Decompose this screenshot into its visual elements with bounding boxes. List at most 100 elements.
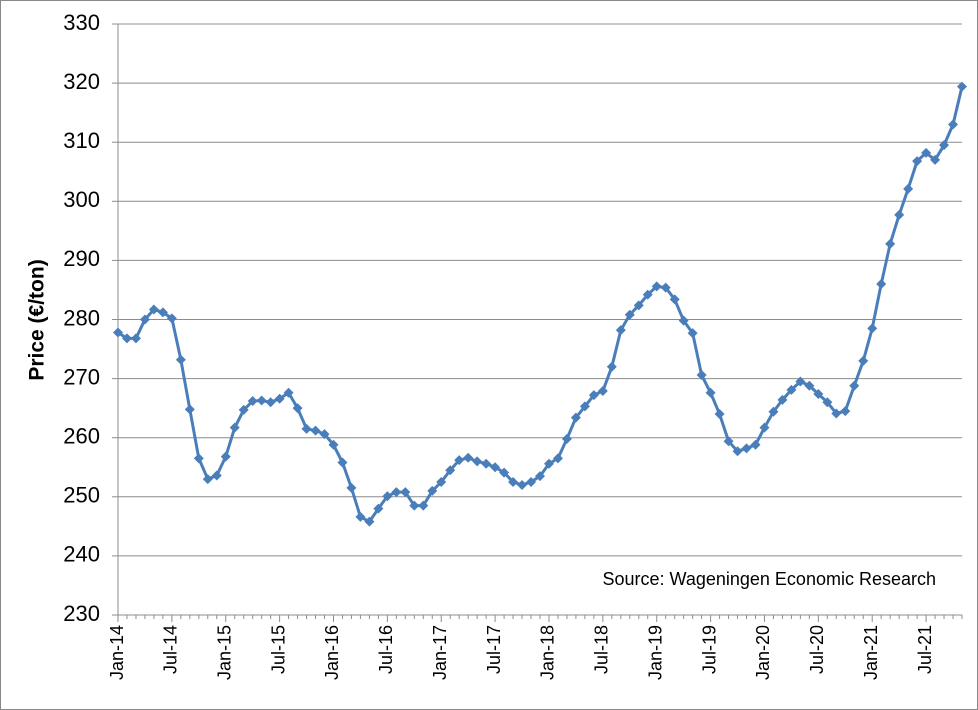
marker [579, 401, 590, 412]
marker [256, 395, 267, 406]
marker [876, 279, 887, 290]
marker [526, 477, 537, 488]
marker [184, 404, 195, 415]
marker [894, 209, 905, 220]
marker [382, 491, 393, 502]
x-tick-label: Jan-18 [538, 625, 558, 680]
marker [427, 485, 438, 496]
marker [121, 333, 132, 344]
marker [463, 452, 474, 463]
x-tick-label: Jan-20 [753, 625, 773, 680]
marker [561, 433, 572, 444]
marker [508, 477, 519, 488]
marker [454, 455, 465, 466]
marker [139, 314, 150, 325]
marker [292, 403, 303, 414]
x-tick-label: Jan-17 [430, 625, 450, 680]
y-tick-label: 320 [63, 69, 100, 94]
marker [588, 390, 599, 401]
marker [499, 467, 510, 478]
marker [166, 313, 177, 324]
y-tick-label: 300 [63, 187, 100, 212]
marker [678, 315, 689, 326]
y-tick-label: 330 [63, 10, 100, 35]
marker [418, 500, 429, 511]
marker [849, 380, 860, 391]
marker [337, 457, 348, 468]
marker [948, 119, 959, 130]
marker [265, 397, 276, 408]
marker [310, 425, 321, 436]
x-tick-label: Jan-21 [861, 625, 881, 680]
marker [705, 387, 716, 398]
x-tick-label: Jul-15 [268, 625, 288, 674]
marker [813, 388, 824, 399]
marker [597, 386, 608, 397]
marker [696, 370, 707, 381]
y-tick-label: 230 [63, 601, 100, 626]
marker [552, 453, 563, 464]
marker [301, 423, 312, 434]
marker [373, 503, 384, 514]
y-tick-label: 270 [63, 364, 100, 389]
x-tick-label: Jan-19 [645, 625, 665, 680]
marker [615, 325, 626, 336]
x-tick-label: Jan-14 [107, 625, 127, 680]
marker [543, 458, 554, 469]
marker [229, 422, 240, 433]
marker [490, 462, 501, 473]
marker [157, 307, 168, 318]
marker [795, 376, 806, 387]
marker [831, 408, 842, 419]
marker [804, 380, 815, 391]
marker [220, 451, 231, 462]
marker [283, 387, 294, 398]
marker [930, 154, 941, 165]
x-tick-label: Jul-14 [161, 625, 181, 674]
marker [858, 355, 869, 366]
marker [606, 361, 617, 372]
marker [570, 412, 581, 423]
marker [409, 500, 420, 511]
marker [777, 394, 788, 405]
marker [535, 471, 545, 482]
x-tick-label: Jul-20 [807, 625, 827, 674]
marker [903, 183, 914, 194]
marker [391, 487, 402, 498]
x-tick-label: Jul-19 [699, 625, 719, 674]
marker [202, 474, 213, 485]
marker [642, 289, 653, 300]
marker [759, 422, 770, 433]
marker [687, 328, 698, 339]
marker [130, 333, 141, 344]
marker [723, 436, 734, 447]
y-tick-label: 310 [63, 128, 100, 153]
marker [328, 439, 339, 450]
marker [660, 282, 671, 293]
x-tick-label: Jul-18 [592, 625, 612, 674]
marker [355, 511, 366, 522]
x-tick-label: Jul-16 [376, 625, 396, 674]
marker [346, 482, 357, 493]
marker [822, 397, 833, 408]
marker [193, 453, 204, 464]
marker [714, 409, 725, 420]
marker [651, 281, 662, 292]
annotation: Source: Wageningen Economic Research [602, 569, 936, 589]
marker [669, 294, 680, 305]
marker [633, 300, 644, 311]
marker [247, 396, 258, 407]
marker [921, 147, 932, 158]
marker [939, 140, 950, 151]
y-tick-label: 280 [63, 305, 100, 330]
marker [867, 323, 878, 334]
y-tick-label: 260 [63, 424, 100, 449]
marker [113, 327, 123, 338]
x-tick-label: Jan-15 [214, 625, 234, 680]
marker [148, 304, 159, 315]
marker [400, 487, 411, 498]
marker [364, 516, 375, 527]
marker [624, 309, 635, 320]
